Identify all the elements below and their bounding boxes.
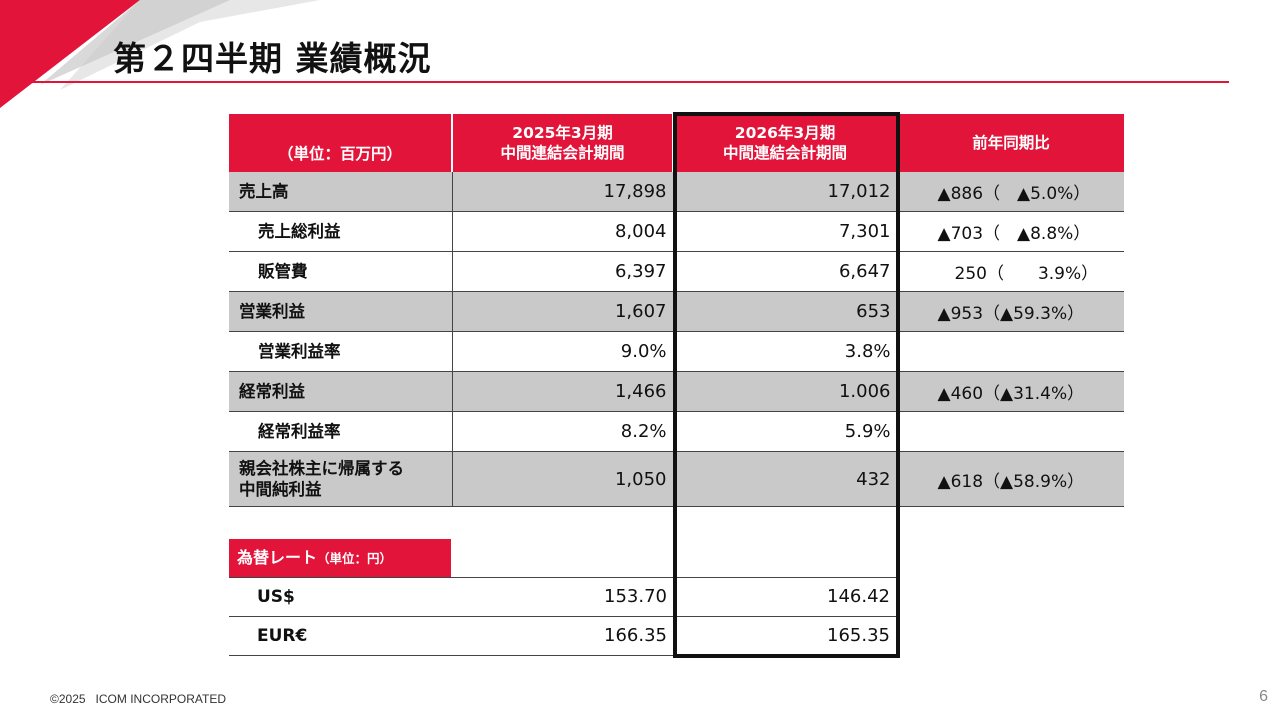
curr-value: 6,647 — [673, 251, 898, 292]
table-header-row: （単位：百万円） 2025年3月期 中間連結会計期間 2026年3月期 中間連結… — [229, 114, 1124, 172]
fx-prev-rate: 153.70 — [604, 586, 667, 607]
row-label: 売上高 — [229, 172, 453, 212]
prev-value: 17,898 — [452, 172, 674, 212]
row-label: 販管費 — [229, 251, 453, 292]
copyright-notice: ©2025 ICOM INCORPORATED — [50, 692, 226, 706]
curr-value: 7,301 — [673, 211, 898, 252]
comparison-value: ▲886（ ▲5.0%） — [897, 172, 1124, 212]
fx-rate-title: 為替レート — [237, 548, 318, 567]
table-row-ordinary-margin: 経常利益率 8.2% 5.9% — [229, 411, 1124, 452]
fx-curr-rate: 146.42 — [827, 586, 890, 607]
prev-value: 8,004 — [452, 211, 674, 252]
table-row-ordinary-profit: 経常利益 1,466 1.006 ▲460（▲31.4%） — [229, 371, 1124, 412]
table-row-sga: 販管費 6,397 6,647 250（ 3.9%） — [229, 251, 1124, 292]
table-row-net-income: 親会社株主に帰属する 中間純利益 1,050 432 ▲618（▲58.9%） — [229, 451, 1124, 507]
row-label: 親会社株主に帰属する 中間純利益 — [229, 451, 453, 507]
comparison-value: ▲703（ ▲8.8%） — [897, 211, 1124, 252]
row-label: 経常利益率 — [229, 411, 453, 452]
row-label: 営業利益率 — [229, 331, 453, 372]
prev-value: 1,050 — [452, 451, 674, 507]
row-label: 経常利益 — [229, 371, 453, 412]
title-underline — [0, 81, 1229, 83]
comparison-value: ▲953（▲59.3%） — [897, 291, 1124, 332]
fx-row-eur: EUR€ 166.35 165.35 — [229, 617, 896, 656]
table-row-operating-margin: 営業利益率 9.0% 3.8% — [229, 331, 1124, 372]
curr-value: 432 — [673, 451, 898, 507]
comparison-value: 250（ 3.9%） — [897, 251, 1124, 292]
curr-period-header: 2026年3月期 中間連結会計期間 — [672, 114, 897, 172]
table-row-net-sales: 売上高 17,898 17,012 ▲886（ ▲5.0%） — [229, 172, 1124, 212]
fx-currency-label: EUR€ — [257, 626, 308, 646]
row-label-line2: 中間純利益 — [239, 480, 322, 499]
fx-row-usd: US$ 153.70 146.42 — [229, 578, 896, 617]
curr-year-label: 2026年3月期 — [734, 124, 836, 142]
curr-value: 17,012 — [673, 172, 898, 212]
fx-currency-label: US$ — [257, 587, 295, 607]
curr-value: 3.8% — [673, 331, 898, 372]
curr-period-label: 中間連結会計期間 — [722, 144, 847, 162]
curr-value: 653 — [673, 291, 898, 332]
unit-header: （単位：百万円） — [229, 114, 452, 172]
prev-year-label: 2025年3月期 — [512, 124, 613, 142]
comparison-value — [897, 331, 1124, 372]
prev-period-label: 中間連結会計期間 — [500, 144, 625, 162]
table-row-gross-profit: 売上総利益 8,004 7,301 ▲703（ ▲8.8%） — [229, 211, 1124, 252]
comparison-value — [897, 411, 1124, 452]
prev-value: 1,607 — [452, 291, 674, 332]
fx-rate-unit: （単位：円） — [317, 551, 393, 566]
prev-value: 9.0% — [452, 331, 674, 372]
curr-value: 5.9% — [673, 411, 898, 452]
fx-prev-rate: 166.35 — [604, 625, 667, 646]
slide-title: 第２四半期 業績概況 — [113, 39, 432, 78]
comparison-header: 前年同期比 — [896, 114, 1124, 172]
fx-rate-header: 為替レート（単位：円） — [229, 539, 451, 577]
row-label: 営業利益 — [229, 291, 453, 332]
table-row-operating-profit: 営業利益 1,607 653 ▲953（▲59.3%） — [229, 291, 1124, 332]
row-label-line1: 親会社株主に帰属する — [239, 459, 404, 478]
comparison-value: ▲618（▲58.9%） — [897, 451, 1124, 507]
prev-period-header: 2025年3月期 中間連結会計期間 — [451, 114, 673, 172]
curr-value: 1.006 — [673, 371, 898, 412]
comparison-value: ▲460（▲31.4%） — [897, 371, 1124, 412]
prev-value: 8.2% — [452, 411, 674, 452]
fx-curr-rate: 165.35 — [827, 625, 890, 646]
row-label: 売上総利益 — [229, 211, 453, 252]
prev-value: 6,397 — [452, 251, 674, 292]
page-number: 6 — [1259, 688, 1268, 705]
fx-header-divider — [229, 577, 896, 578]
performance-table: （単位：百万円） 2025年3月期 中間連結会計期間 2026年3月期 中間連結… — [229, 114, 1124, 507]
prev-value: 1,466 — [452, 371, 674, 412]
